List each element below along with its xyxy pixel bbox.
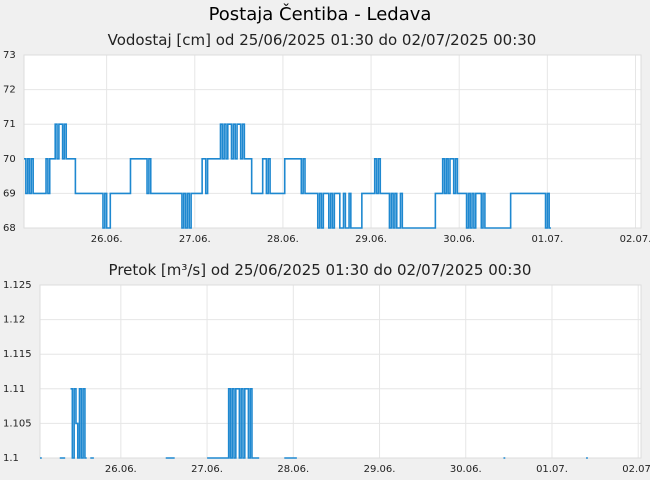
y-tick-label: 1.115	[3, 349, 32, 360]
plot-frame	[39, 284, 642, 459]
y-tick-label: 73	[3, 50, 16, 61]
x-tick-label: 29.06.	[364, 464, 396, 475]
x-tick-label: 01.07.	[536, 464, 568, 475]
y-tick-label: 69	[3, 188, 16, 199]
y-tick-label: 70	[3, 154, 16, 165]
x-tick-label: 30.06.	[443, 234, 475, 245]
x-tick-label: 02.07.	[622, 464, 650, 475]
series-layer	[24, 123, 552, 229]
x-tick-label: 29.06.	[355, 234, 387, 245]
x-tick-label: 01.07.	[531, 234, 563, 245]
x-tick-label: 28.06.	[277, 464, 309, 475]
series-line	[40, 388, 588, 459]
series-line	[24, 123, 552, 229]
x-tick-label: 30.06.	[450, 464, 482, 475]
grid	[39, 284, 642, 459]
y-tick-label: 68	[3, 223, 16, 234]
y-tick-label: 1.11	[3, 384, 25, 395]
y-tick-label: 1.1	[3, 453, 19, 464]
x-tick-label: 27.06.	[191, 464, 223, 475]
y-axis-ticks: 1.1 1.105 1.11 1.115 1.12 1.125	[3, 280, 32, 464]
water-level-chart: 68 69 70 71 72 73 26.06. 27.06. 28.06. 29.06. 30.…	[3, 50, 650, 245]
y-tick-label: 1.105	[3, 418, 32, 429]
y-tick-label: 1.12	[3, 315, 25, 326]
x-axis-ticks: 26.06. 27.06. 28.06. 29.06. 30.06. 01.07. 02.0…	[105, 464, 650, 475]
chart-2-title: Pretok [m³/s] od 25/06/2025 01:30 do 02/…	[109, 261, 532, 279]
x-tick-label: 02.07.	[620, 234, 650, 245]
x-tick-label: 26.06.	[91, 234, 123, 245]
y-axis-ticks: 68 69 70 71 72 73	[3, 50, 16, 234]
page-title: Postaja Čentiba - Ledava	[209, 3, 432, 25]
x-tick-label: 28.06.	[267, 234, 299, 245]
y-tick-label: 71	[3, 119, 16, 130]
x-tick-label: 27.06.	[179, 234, 211, 245]
chart-1-title: Vodostaj [cm] od 25/06/2025 01:30 do 02/…	[108, 31, 537, 49]
x-axis-ticks: 26.06. 27.06. 28.06. 29.06. 30.06. 01.07. 02.0…	[91, 234, 650, 245]
series-layer	[40, 388, 588, 459]
y-tick-label: 72	[3, 85, 16, 96]
x-tick-label: 26.06.	[105, 464, 137, 475]
y-tick-label: 1.125	[3, 280, 32, 291]
plot-area	[40, 285, 641, 458]
